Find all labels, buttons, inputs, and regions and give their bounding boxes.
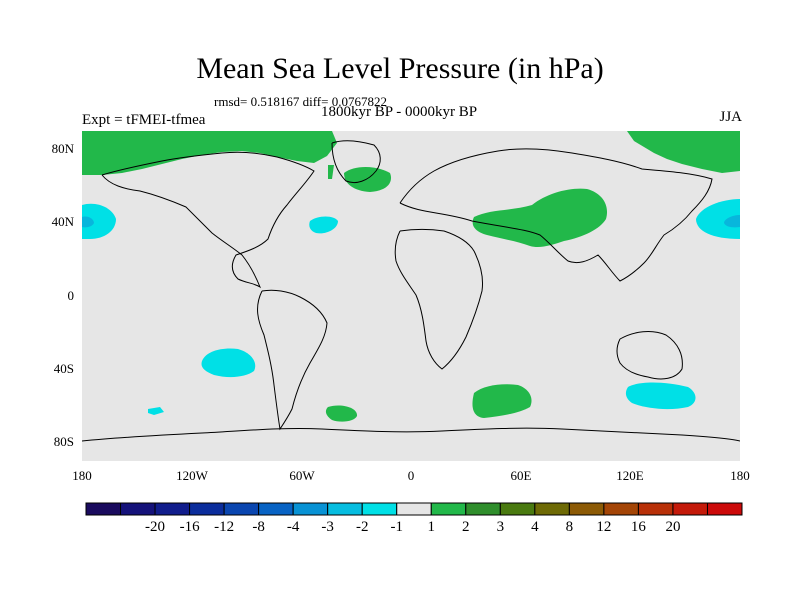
colorbar-label: 12: [596, 519, 612, 535]
east-pacific-low: [696, 199, 740, 239]
lat-label-40s: 40S: [53, 361, 74, 376]
southern-low-small: [148, 407, 164, 415]
antarctica-coast: [82, 427, 740, 442]
lat-label-40n: 40N: [51, 214, 74, 229]
colorbar-swatch: [85, 502, 122, 516]
colorbar-label: -12: [214, 519, 235, 535]
colorbar-label: -3: [321, 519, 334, 535]
colorbar-swatch: [396, 502, 432, 516]
colorbar-swatch: [258, 502, 294, 516]
lon-label-180e: 180: [730, 468, 750, 483]
colorbar-swatch: [189, 502, 225, 516]
west-pacific-low: [82, 203, 116, 239]
colorbar-label: 16: [630, 519, 646, 535]
west-pacific-core: [82, 216, 94, 228]
colorbar-label: 8: [565, 519, 574, 535]
colorbar-label: 2: [462, 519, 470, 535]
map-panel: [82, 131, 740, 461]
season-label: JJA: [719, 109, 742, 125]
colorbar: [85, 502, 743, 516]
rmsd-diff-stats: rmsd= 0.518167 diff= 0.0767822: [214, 94, 387, 109]
colorbar-swatch: [327, 502, 363, 516]
lat-label-80n: 80N: [51, 141, 74, 156]
colorbar-label: -1: [390, 519, 403, 535]
colorbar-swatch: [637, 502, 674, 516]
colorbar-swatch: [534, 502, 570, 516]
colorbar-label: -2: [355, 519, 369, 535]
colorbar-swatch: [465, 502, 501, 516]
positive-anomaly-regions: [82, 131, 740, 422]
colorbar-label: 3: [496, 519, 505, 535]
colorbar-swatch: [568, 502, 605, 516]
map-title: Mean Sea Level Pressure (in hPa): [196, 52, 604, 85]
africa-coast: [394, 229, 483, 370]
colorbar-label: 20: [665, 519, 681, 535]
coastlines: [82, 140, 740, 442]
lon-label-0: 0: [407, 468, 415, 483]
lon-label-60w: 60W: [289, 468, 315, 483]
colorbar-swatch: [706, 502, 743, 516]
colorbar-swatch: [120, 502, 156, 516]
colorbar-swatch: [499, 502, 536, 516]
lat-label-0: 0: [67, 288, 75, 303]
north-atlantic-low: [309, 216, 338, 234]
negative-anomaly-regions: [82, 199, 740, 415]
lon-label-120e: 120E: [616, 468, 644, 483]
negative-anomaly-cores: [82, 215, 740, 228]
colorbar-swatch: [223, 502, 260, 516]
colorbar-label: -16: [179, 519, 200, 535]
colorbar-label: -8: [252, 519, 265, 535]
lon-label-60e: 60E: [510, 468, 532, 483]
asia-high: [472, 188, 608, 248]
colorbar-swatch: [292, 502, 329, 516]
south-america-coast: [257, 289, 328, 431]
colorbar-swatch: [430, 502, 467, 516]
east-pacific-core: [724, 215, 740, 228]
south-indian-high: [472, 384, 532, 418]
colorbar-swatch: [154, 502, 191, 516]
colorbar-label: 4: [531, 519, 539, 535]
australia-coast: [616, 331, 683, 380]
australia-south-low: [625, 382, 696, 410]
north-america-coast: [101, 151, 315, 289]
colorbar-swatch: [361, 502, 398, 516]
colorbar-swatch: [672, 502, 708, 516]
lon-label-120w: 120W: [176, 468, 208, 483]
colorbar-label: 1: [427, 519, 436, 535]
colorbar-label: -4: [286, 519, 300, 535]
period-label: 1800kyr BP - 0000kyr BP: [321, 104, 478, 120]
south-pacific-low: [201, 348, 256, 378]
experiment-label: Expt = tFMEI-tfmea: [82, 112, 206, 128]
map-background: [82, 131, 740, 461]
greenland-small-high: [328, 165, 334, 179]
greenland-sea-high: [344, 167, 392, 192]
colorbar-label: -20: [145, 519, 166, 535]
eurasia-coast: [399, 148, 713, 282]
lon-label-180w: 180: [72, 468, 92, 483]
southern-ocean-high: [325, 405, 358, 422]
colorbar-swatch: [603, 502, 639, 516]
lat-label-80s: 80S: [53, 434, 74, 449]
greenland-coast: [331, 140, 381, 184]
arctic-eurasia-high: [627, 131, 740, 173]
